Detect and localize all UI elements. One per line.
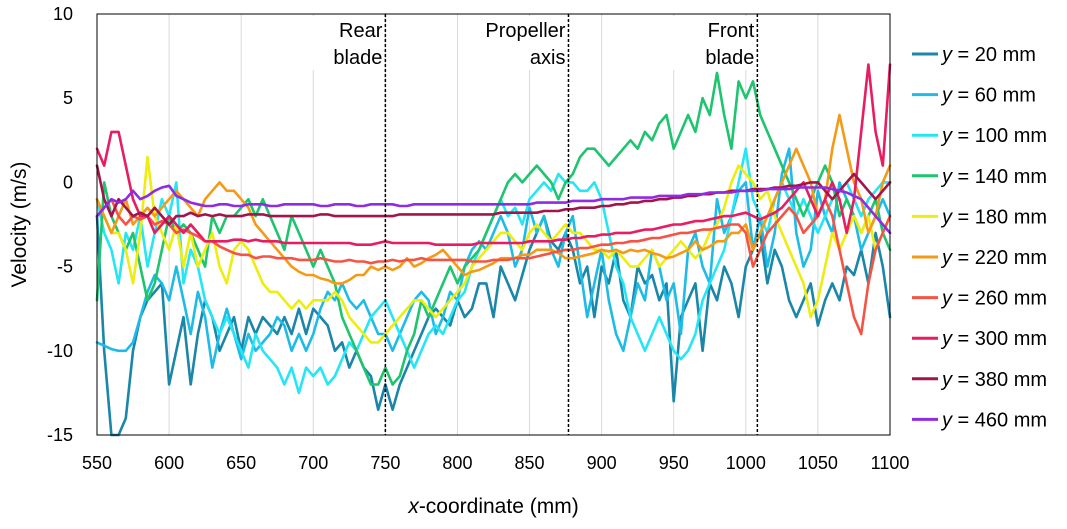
annotation-label-bg-2 (470, 16, 568, 70)
annotation-label-line2-1: blade (333, 47, 382, 69)
gridlines (168, 14, 819, 435)
legend-label-2: y = 60 mm (940, 85, 1036, 107)
x-tick-label-700: 700 (298, 453, 328, 473)
x-tick-label-900: 900 (587, 453, 617, 473)
legend-label-value: = 300 mm (952, 328, 1047, 350)
legend-label-value: = 20 mm (952, 44, 1036, 66)
y-tick-label--5: -5 (57, 257, 73, 277)
legend-label-value: = 260 mm (952, 288, 1047, 310)
legend-label-variable: y (940, 44, 953, 66)
annotation-label-line1-1: Rear (339, 20, 383, 42)
legend-label-value: = 220 mm (952, 247, 1047, 269)
legend-label-value: = 180 mm (952, 206, 1047, 228)
plot-frame (96, 13, 891, 436)
annotation-label-bg-1 (287, 16, 385, 70)
annotation-label-line1-2: Propeller (485, 20, 565, 42)
legend-label-value: = 100 mm (952, 125, 1047, 147)
x-tick-label-1050: 1050 (798, 453, 838, 473)
legend-label-4: y = 140 mm (940, 166, 1047, 188)
legend-label-value: = 380 mm (952, 369, 1047, 391)
x-tick-label-1100: 1100 (871, 453, 910, 473)
y-axis-title: Velocity (m/s) (8, 161, 31, 287)
series-line-8 (95, 63, 892, 246)
legend-label-10: y = 460 mm (940, 409, 1047, 431)
x-axis-title: x-coordinate (mm) (407, 495, 578, 518)
legend-label-variable: y (940, 369, 953, 391)
legend-label-variable: y (940, 85, 953, 107)
x-tick-label-950: 950 (659, 453, 689, 473)
y-tick-label-10: 10 (53, 4, 73, 24)
legend-label-value: = 140 mm (952, 166, 1047, 188)
legend-label-variable: y (940, 125, 953, 147)
x-axis-title-variable: x (407, 495, 420, 518)
legend-label-variable: y (940, 288, 953, 310)
x-tick-label-600: 600 (154, 453, 184, 473)
series-line-2 (95, 147, 892, 369)
legend-label-value: = 460 mm (952, 409, 1047, 431)
legend-label-5: y = 180 mm (940, 206, 1047, 228)
legend-label-value: = 60 mm (952, 85, 1036, 107)
legend-label-9: y = 380 mm (940, 369, 1047, 391)
legend-label-7: y = 260 mm (940, 288, 1047, 310)
x-tick-label-1000: 1000 (726, 453, 766, 473)
x-tick-label-800: 800 (442, 453, 472, 473)
x-tick-label-750: 750 (370, 453, 400, 473)
legend-label-variable: y (940, 166, 953, 188)
legend-label-8: y = 300 mm (940, 328, 1047, 350)
x-tick-label-650: 650 (226, 453, 256, 473)
annotations: Rear blade Propeller axis Front blade (287, 14, 759, 435)
series-line-5 (95, 155, 892, 344)
legend-label-variable: y (940, 206, 953, 228)
annotation-label-line1-3: Front (708, 20, 755, 42)
legend-label-6: y = 220 mm (940, 247, 1047, 269)
x-tick-label-550: 550 (82, 453, 112, 473)
x-axis-title-text: -coordinate (mm) (419, 495, 579, 518)
legend-label-3: y = 100 mm (940, 125, 1047, 147)
legend-label-variable: y (940, 247, 953, 269)
series-line-6 (95, 113, 892, 285)
legend-label-1: y = 20 mm (940, 44, 1036, 66)
annotation-label-line2-2: axis (530, 47, 566, 69)
y-tick-label--15: -15 (47, 425, 73, 445)
legend-label-variable: y (940, 409, 953, 431)
annotation-label-bg-3 (659, 16, 757, 70)
legend: y = 20 mmy = 60 mmy = 100 mmy = 140 mmy … (912, 44, 1047, 431)
y-tick-label--10: -10 (47, 341, 73, 361)
y-tick-label-0: 0 (63, 172, 73, 192)
x-tick-label-850: 850 (515, 453, 545, 473)
y-tick-label-5: 5 (63, 88, 73, 108)
legend-label-variable: y (940, 328, 953, 350)
annotation-label-line2-3: blade (705, 47, 754, 69)
